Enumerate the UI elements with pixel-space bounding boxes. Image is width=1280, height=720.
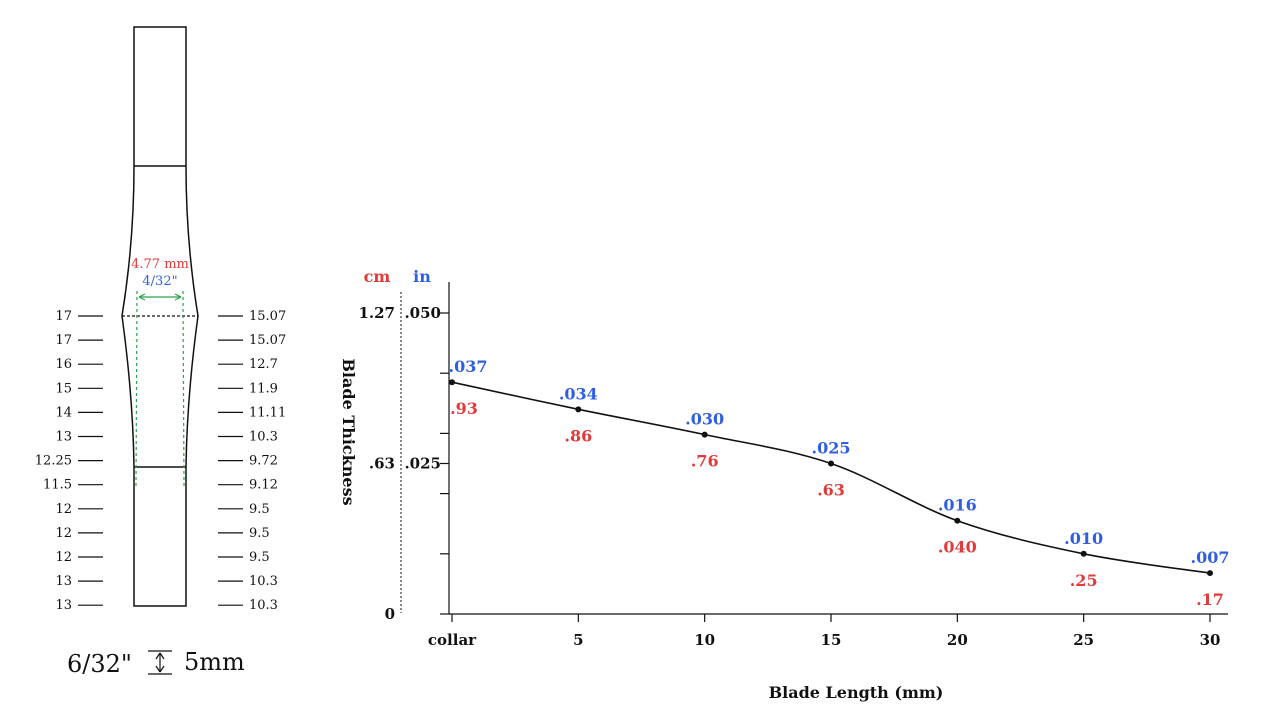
y-tick-label-cm: 0: [385, 605, 395, 623]
right-scale-label: 11.9: [249, 381, 278, 396]
right-scale-label: 15.07: [249, 309, 286, 324]
scale-bar-mm-label: 5mm: [184, 648, 245, 676]
left-scale-label: 12: [55, 550, 72, 565]
x-axis-title: Blade Length (mm): [769, 683, 944, 702]
data-label-in: .030: [685, 410, 724, 429]
left-scale-label: 12: [55, 502, 72, 517]
data-label-in: .025: [812, 439, 851, 458]
blade-width-in-label: 4/32": [142, 274, 177, 289]
data-label-cm: .040: [938, 538, 977, 557]
right-scale-label: 9.72: [249, 454, 278, 469]
left-scale-label: 12.25: [35, 454, 72, 469]
data-point: [575, 406, 582, 413]
x-tick-label: 15: [821, 631, 842, 649]
data-point: [1207, 570, 1213, 577]
data-label-in: .010: [1064, 529, 1103, 548]
left-scale-label: 13: [55, 430, 72, 445]
data-label-in: .034: [559, 384, 598, 403]
x-tick-label: 25: [1073, 631, 1094, 649]
blade-profile-diagram: 4.77 mm 4/32" 17171615141312.2511.512121…: [35, 26, 286, 678]
data-label-in: .037: [449, 357, 488, 376]
left-scale-label: 13: [55, 598, 72, 613]
data-point: [828, 460, 834, 467]
data-point: [1080, 550, 1087, 557]
y-axis-title: Blade Thickness: [339, 358, 358, 505]
data-label-cm: .25: [1070, 571, 1098, 590]
left-scale-label: 13: [55, 574, 72, 589]
y-axis-ticks: 0 .025 .63 .050 1.27: [358, 304, 449, 623]
data-point: [449, 379, 455, 386]
scale-bar-inch-label: 6/32": [67, 650, 132, 678]
data-label-cm: .76: [691, 452, 719, 471]
data-label-cm: .86: [564, 426, 592, 445]
left-scale-label: 12: [55, 526, 72, 541]
left-scale-label: 14: [55, 405, 72, 420]
y-tick-label-cm: 1.27: [358, 304, 395, 322]
data-label-cm: .63: [817, 481, 845, 500]
right-scale-label: 9.5: [249, 502, 270, 517]
width-guide-left: [135, 290, 138, 487]
y-tick-label-in: .025: [404, 455, 441, 473]
x-tick-label: 5: [573, 631, 583, 649]
left-scale-label: 11.5: [43, 478, 72, 493]
data-label-cm: .17: [1196, 590, 1224, 609]
y-tick-label-cm: .63: [369, 455, 395, 473]
thickness-data-points: [449, 379, 1213, 577]
right-scale-label: 9.5: [249, 550, 270, 565]
width-arrowhead-right: [174, 293, 182, 301]
left-scale-label: 15: [55, 381, 72, 396]
data-point: [954, 517, 961, 524]
y-tick-label-in: .050: [404, 304, 441, 322]
width-arrowhead-left: [138, 293, 146, 301]
blade-outline: [121, 26, 199, 607]
data-label-in: .016: [938, 496, 977, 515]
right-scale-label: 10.3: [249, 430, 278, 445]
data-label-cm: .93: [450, 399, 478, 418]
x-axis-ticks: collar 5 10 15 20 25 30: [428, 614, 1221, 649]
left-width-scale: 17 17 16 15 14 13 12.25 11.5 12 12 12 13 13: [35, 309, 103, 613]
unit-label-cm: cm: [364, 267, 391, 286]
x-tick-label: collar: [428, 631, 477, 649]
right-scale-label: 9.12: [249, 478, 278, 493]
x-tick-label: 10: [694, 631, 715, 649]
left-scale-label: 17: [55, 333, 72, 348]
width-guide-right: [182, 290, 185, 487]
unit-label-in: in: [413, 267, 431, 286]
thickness-chart: cm in 0 .025 .63 .050 1.27 collar 5 10 15 20 25 30…: [339, 267, 1229, 702]
data-label-in: .007: [1191, 548, 1230, 567]
x-tick-label: 30: [1200, 631, 1221, 649]
right-scale-label: 15.07: [249, 333, 286, 348]
right-scale-label: 11.11: [249, 405, 286, 420]
left-scale-label: 17: [55, 309, 72, 324]
x-tick-label: 20: [947, 631, 968, 649]
right-scale-label: 12.7: [249, 357, 278, 372]
right-scale-label: 10.3: [249, 574, 278, 589]
right-width-scale: 15.07 15.07 12.7 11.9 11.11 10.3 9.72 9.12 9.5 9.…: [218, 309, 286, 613]
data-point: [701, 431, 708, 438]
thickness-data-labels: .037 .93 .034 .86 .030 .76 .025 .63 .016 .040 .010…: [449, 357, 1230, 609]
scale-bar-icon: [148, 650, 172, 675]
right-scale-label: 9.5: [249, 526, 270, 541]
blade-width-mm-label: 4.77 mm: [131, 257, 189, 272]
right-scale-label: 10.3: [249, 598, 278, 613]
left-scale-label: 16: [55, 357, 72, 372]
